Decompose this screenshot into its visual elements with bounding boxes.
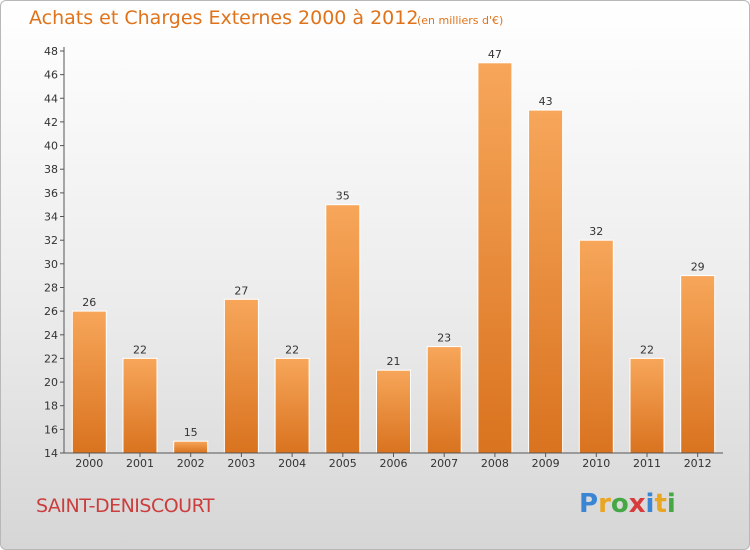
value-label-2009: 43 bbox=[539, 95, 553, 108]
value-label-2011: 22 bbox=[640, 343, 654, 356]
y-tick-label-38: 38 bbox=[44, 163, 58, 176]
bar-2009 bbox=[528, 109, 564, 454]
x-tick-label-2005: 2005 bbox=[329, 457, 357, 470]
y-tick-label-14: 14 bbox=[44, 447, 58, 460]
x-tick-label-2012: 2012 bbox=[684, 457, 712, 470]
x-tick-label-2009: 2009 bbox=[532, 457, 560, 470]
bar-2004 bbox=[274, 357, 310, 454]
y-tick-label-26: 26 bbox=[44, 305, 58, 318]
commune-name: SAINT-DENISCOURT bbox=[36, 495, 215, 517]
y-tick-label-44: 44 bbox=[44, 92, 58, 105]
bar-2008 bbox=[477, 62, 513, 454]
value-label-2002: 15 bbox=[184, 426, 198, 439]
value-label-2000: 26 bbox=[82, 296, 96, 309]
y-tick-label-36: 36 bbox=[44, 187, 58, 200]
value-label-2006: 21 bbox=[387, 355, 401, 368]
bar-2000 bbox=[71, 310, 107, 454]
bar-2011 bbox=[629, 357, 665, 454]
x-tick-label-2004: 2004 bbox=[278, 457, 306, 470]
y-tick-label-18: 18 bbox=[44, 400, 58, 413]
bars-group bbox=[71, 62, 716, 454]
x-tick-label-2000: 2000 bbox=[75, 457, 103, 470]
bar-2010 bbox=[578, 239, 614, 454]
bar-2005 bbox=[325, 204, 361, 454]
y-tick-label-20: 20 bbox=[44, 376, 58, 389]
chart-subtitle: (en milliers d'€) bbox=[417, 14, 504, 27]
y-tick-label-22: 22 bbox=[44, 352, 58, 365]
y-tick-label-40: 40 bbox=[44, 140, 58, 153]
proxiti-logo[interactable]: Proxiti bbox=[579, 489, 676, 519]
value-label-2012: 29 bbox=[691, 261, 705, 274]
y-tick-label-30: 30 bbox=[44, 258, 58, 271]
y-tick-label-46: 46 bbox=[44, 69, 58, 82]
y-tick-label-16: 16 bbox=[44, 423, 58, 436]
y-tick-label-34: 34 bbox=[44, 211, 58, 224]
chart-title: Achats et Charges Externes 2000 à 2012 bbox=[29, 7, 419, 29]
y-tick-label-42: 42 bbox=[44, 116, 58, 129]
value-label-2003: 27 bbox=[234, 284, 248, 297]
x-tick-label-2006: 2006 bbox=[380, 457, 408, 470]
x-tick-label-2002: 2002 bbox=[177, 457, 205, 470]
y-tick-label-32: 32 bbox=[44, 234, 58, 247]
y-tick-label-48: 48 bbox=[44, 45, 58, 58]
bar-2001 bbox=[122, 357, 158, 454]
bar-2012 bbox=[680, 275, 716, 454]
bar-2006 bbox=[376, 369, 411, 454]
x-tick-label-2011: 2011 bbox=[633, 457, 661, 470]
value-label-2008: 47 bbox=[488, 48, 502, 61]
value-label-2007: 23 bbox=[437, 332, 451, 345]
value-label-2005: 35 bbox=[336, 190, 350, 203]
x-tick-label-2008: 2008 bbox=[481, 457, 509, 470]
axes-group bbox=[60, 47, 723, 457]
y-tick-label-24: 24 bbox=[44, 329, 58, 342]
x-tick-label-2010: 2010 bbox=[582, 457, 610, 470]
x-tick-label-2003: 2003 bbox=[227, 457, 255, 470]
labels-group: 26 2000 22 2001 15 2002 27 2003 22 2004 35 2005 21 20… bbox=[44, 45, 712, 470]
value-label-2010: 32 bbox=[589, 225, 603, 238]
x-tick-label-2007: 2007 bbox=[430, 457, 458, 470]
bar-2002 bbox=[173, 440, 209, 454]
bar-2003 bbox=[223, 298, 259, 454]
y-tick-label-28: 28 bbox=[44, 282, 58, 295]
x-tick-label-2001: 2001 bbox=[126, 457, 154, 470]
bar-2007 bbox=[426, 346, 462, 454]
value-label-2001: 22 bbox=[133, 343, 147, 356]
value-label-2004: 22 bbox=[285, 343, 299, 356]
